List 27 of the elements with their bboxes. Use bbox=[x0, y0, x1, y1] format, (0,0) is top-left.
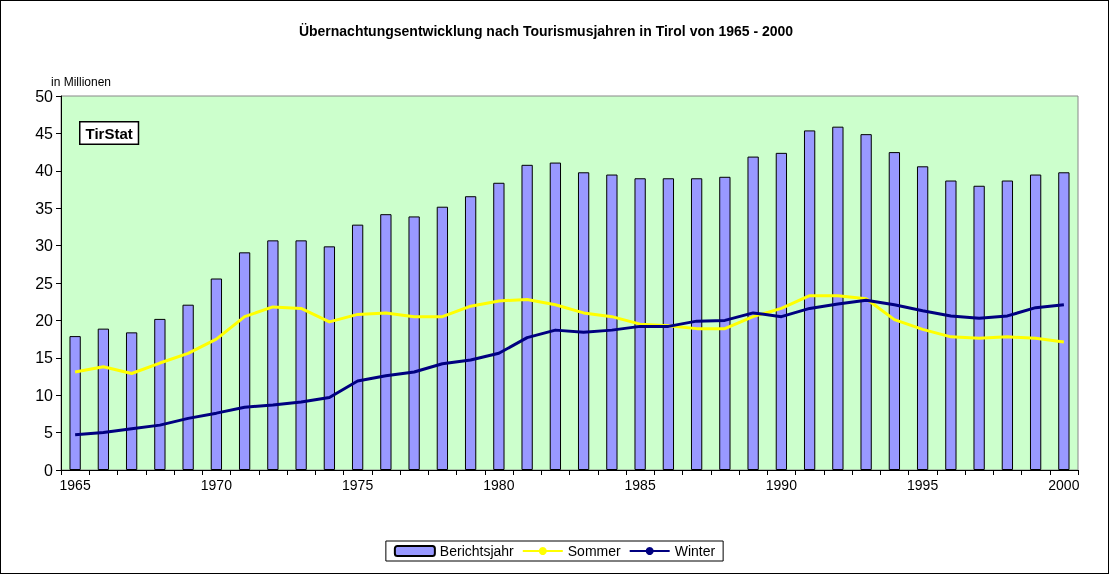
x-tick-label: 1995 bbox=[907, 477, 939, 493]
y-tick-label: 5 bbox=[44, 424, 54, 442]
line-series bbox=[73, 294, 1066, 376]
annotation: TirStat bbox=[85, 124, 133, 142]
legend-label: Berichtsjahr bbox=[439, 543, 515, 559]
x-tick-label: 1975 bbox=[342, 477, 374, 493]
legend-label: Winter bbox=[674, 543, 716, 559]
y-tick-label: 0 bbox=[44, 461, 54, 479]
x-tick-label: 1980 bbox=[483, 477, 515, 493]
x-tick-label: 1970 bbox=[200, 477, 233, 493]
y-axis-title: in Millionen bbox=[51, 75, 112, 89]
x-tick-label: 1965 bbox=[59, 477, 91, 493]
x-tick-label: 1985 bbox=[624, 477, 656, 493]
y-tick-label: 25 bbox=[35, 274, 54, 292]
y-tick-label: 20 bbox=[35, 311, 54, 329]
y-tick-label: 15 bbox=[35, 349, 54, 367]
line-series bbox=[73, 298, 1066, 437]
chart-title: Übernachtungsentwicklung nach Tourismusjahren in Tirol von 1965 - 2000 bbox=[298, 23, 794, 39]
y-tick-label: 35 bbox=[35, 199, 54, 217]
x-tick-label: 2000 bbox=[1048, 477, 1080, 493]
y-tick-label: 45 bbox=[35, 124, 54, 142]
y-tick-label: 30 bbox=[35, 237, 54, 255]
y-tick-label: 10 bbox=[35, 386, 54, 404]
y-tick-label: 40 bbox=[35, 162, 54, 180]
x-tick-label: 1990 bbox=[765, 477, 798, 493]
y-tick-label: 50 bbox=[35, 87, 54, 105]
legend-label: Sommer bbox=[567, 543, 622, 559]
